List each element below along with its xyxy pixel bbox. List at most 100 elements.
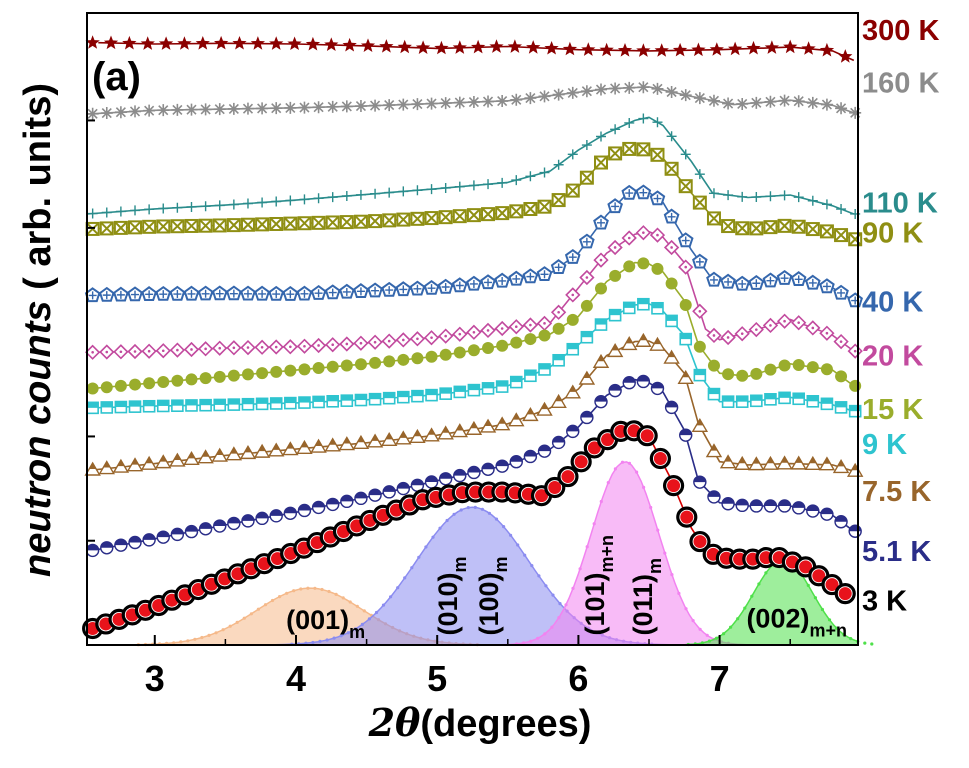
peak-fit-point (757, 582, 761, 586)
data-point (383, 355, 396, 368)
data-point (305, 36, 321, 51)
data-point (809, 457, 817, 464)
peak-fit-point (806, 583, 810, 588)
data-point (509, 204, 523, 219)
data-point (489, 39, 504, 53)
peak-label: (010)m (433, 556, 470, 635)
data-point (750, 499, 763, 506)
peak-fit-point (684, 607, 688, 611)
data-point (133, 350, 137, 353)
data-point (356, 287, 365, 296)
data-point (538, 329, 551, 342)
data-point (383, 99, 396, 112)
data-point (382, 213, 396, 228)
data-point (103, 35, 119, 50)
data-point (268, 442, 285, 457)
data-point (343, 437, 351, 444)
data-point (837, 288, 846, 297)
peak-fit-point (502, 525, 506, 529)
data-point (821, 398, 833, 404)
series-3-k (82, 420, 856, 640)
data-point (670, 246, 673, 249)
series-line (86, 116, 855, 215)
data-point (340, 215, 354, 229)
data-point (637, 375, 650, 382)
data-point (666, 131, 677, 142)
data-point (317, 344, 320, 347)
data-point (765, 191, 776, 202)
peak-fit-point (698, 627, 702, 631)
peak-fit-point (327, 589, 331, 594)
data-point (256, 398, 268, 404)
data-point (157, 531, 170, 538)
peak-fit-point (736, 617, 740, 621)
data-point (246, 346, 250, 349)
data-point (637, 257, 650, 270)
data-point (383, 392, 395, 399)
data-point (86, 382, 99, 395)
data-point (434, 40, 449, 55)
data-point (835, 102, 848, 115)
calculated-point (667, 479, 681, 493)
peak-fit-point (543, 632, 547, 636)
data-point (199, 372, 212, 385)
data-point (355, 394, 367, 401)
data-point (557, 310, 560, 314)
data-point (147, 349, 151, 353)
data-point (270, 365, 283, 378)
data-point (793, 393, 805, 399)
data-point (272, 290, 281, 299)
data-point (708, 188, 719, 199)
data-point (496, 460, 509, 467)
data-point (173, 290, 182, 299)
peak-fit-point (564, 603, 568, 607)
data-point (467, 96, 480, 109)
peak-fit-point (834, 626, 839, 630)
data-point (778, 499, 791, 506)
data-point (764, 499, 777, 506)
data-point (200, 399, 212, 406)
data-point (424, 211, 439, 225)
data-point (244, 446, 252, 453)
data-point (538, 90, 551, 103)
data-point (764, 363, 777, 376)
data-point (142, 220, 156, 234)
peak-label: (011)m (628, 558, 665, 636)
data-point (738, 457, 746, 464)
data-point (255, 217, 269, 232)
data-point (708, 388, 720, 395)
data-point (723, 190, 734, 201)
data-point (213, 520, 226, 527)
data-point (500, 327, 504, 330)
peak-fit-point (551, 593, 555, 597)
data-point (694, 169, 705, 180)
data-point (368, 214, 382, 228)
peak-fit-point (649, 505, 653, 510)
data-point (679, 298, 692, 311)
data-point (269, 217, 283, 231)
data-point (595, 395, 607, 402)
x-tick-label: 3 (145, 658, 165, 699)
data-point (794, 275, 803, 284)
data-point (482, 95, 495, 108)
data-point (88, 291, 97, 300)
data-point (89, 462, 97, 469)
data-point (849, 106, 862, 119)
data-point (159, 290, 168, 299)
data-point (555, 395, 563, 402)
peak-fit-point (221, 628, 225, 632)
data-point (437, 425, 454, 440)
data-point (256, 367, 269, 380)
data-point (553, 159, 564, 170)
peak-fit-point (346, 631, 350, 635)
peak-fit-point (729, 625, 733, 629)
data-point (369, 99, 382, 112)
data-point (806, 96, 819, 109)
series-7-5-k (84, 332, 864, 477)
data-point (213, 218, 227, 233)
data-point (524, 370, 536, 376)
data-point (91, 350, 94, 354)
series-160-k (86, 81, 862, 120)
data-point (284, 397, 296, 404)
data-point (379, 39, 394, 53)
